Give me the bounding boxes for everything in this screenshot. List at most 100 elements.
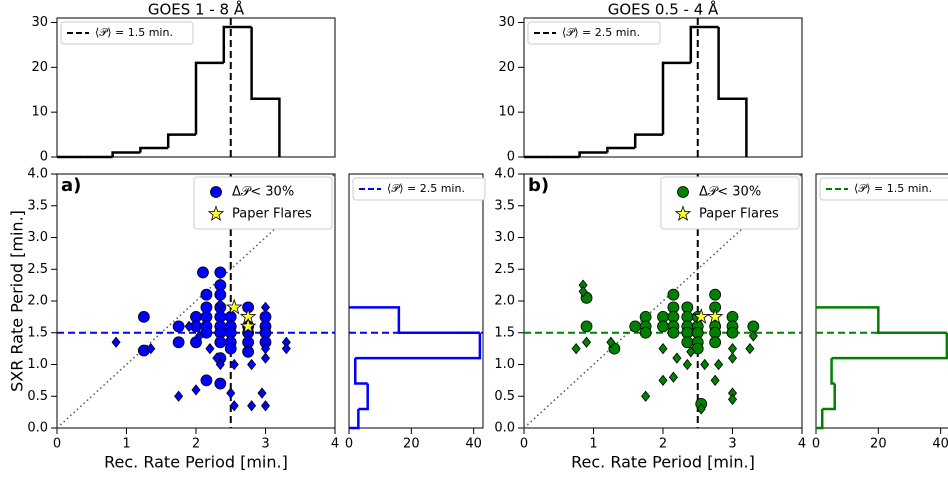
point bbox=[578, 285, 588, 298]
point bbox=[710, 374, 720, 387]
point bbox=[200, 288, 213, 301]
x-tick-label: 3 bbox=[261, 437, 269, 452]
legend-label: ⟨𝒫⟩ = 2.5 min. bbox=[562, 26, 640, 39]
point bbox=[667, 326, 680, 339]
y-tick-label: 20 bbox=[31, 60, 48, 75]
point bbox=[172, 336, 185, 349]
panel-label: b) bbox=[528, 175, 549, 196]
point bbox=[137, 344, 150, 357]
y-tick-label: 30 bbox=[498, 15, 515, 30]
point bbox=[727, 352, 738, 364]
y-tick-label: 30 bbox=[31, 15, 48, 30]
hist-step bbox=[578, 151, 608, 157]
point bbox=[726, 326, 739, 339]
legend-marker bbox=[674, 205, 692, 222]
point bbox=[191, 384, 201, 396]
point bbox=[260, 352, 271, 364]
point bbox=[709, 336, 722, 349]
point bbox=[658, 374, 668, 387]
point bbox=[706, 308, 724, 324]
point bbox=[606, 336, 616, 348]
y-tick-label: 4.0 bbox=[27, 167, 48, 182]
y-tick-label: 3.0 bbox=[27, 230, 48, 245]
axes-frame bbox=[56, 17, 336, 158]
y-tick-label: 2.0 bbox=[494, 294, 515, 309]
hist-step bbox=[139, 146, 169, 153]
y-tick-label: 1.5 bbox=[27, 325, 48, 340]
hist-step bbox=[633, 133, 663, 149]
axes-frame bbox=[348, 173, 484, 429]
point bbox=[224, 342, 237, 355]
legend-box bbox=[193, 176, 333, 230]
x-tick-label: 40 bbox=[465, 437, 482, 452]
y-tick-label: 2.0 bbox=[27, 294, 48, 309]
legend-label: Paper Flares bbox=[232, 207, 312, 222]
hist-step bbox=[353, 358, 368, 385]
point bbox=[229, 358, 239, 371]
point bbox=[696, 403, 706, 415]
title: GOES 1 - 8 Å bbox=[148, 0, 245, 19]
x-tick-label: 1 bbox=[122, 437, 130, 452]
point bbox=[281, 342, 291, 355]
legend-label: ⟨𝒫⟩ = 1.5 min. bbox=[95, 26, 173, 39]
hist-step bbox=[689, 25, 719, 63]
point bbox=[214, 288, 227, 301]
hist-step bbox=[111, 151, 141, 157]
legend-label: ⟨𝒫⟩ = 1.5 min. bbox=[854, 182, 932, 195]
point bbox=[197, 266, 209, 279]
point bbox=[172, 320, 185, 333]
legend-marker bbox=[210, 186, 222, 198]
point bbox=[260, 400, 271, 412]
hist-step bbox=[816, 306, 947, 334]
x-tick-label: 3 bbox=[728, 437, 736, 452]
point bbox=[629, 320, 642, 333]
legend-marker bbox=[207, 205, 225, 222]
y-tick-label: 10 bbox=[498, 105, 515, 120]
point bbox=[184, 320, 194, 333]
point bbox=[257, 387, 267, 399]
point bbox=[668, 371, 678, 383]
point bbox=[194, 330, 204, 342]
hist-step bbox=[661, 61, 691, 135]
point bbox=[146, 342, 156, 355]
hist-step bbox=[816, 408, 824, 430]
point bbox=[229, 400, 239, 412]
x-tick-label: 40 bbox=[932, 437, 948, 452]
hist-step bbox=[194, 61, 224, 135]
legend-label: Δ𝒫< 30% bbox=[699, 185, 761, 200]
legend-box bbox=[60, 21, 194, 45]
point bbox=[214, 336, 227, 349]
axes-frame bbox=[523, 17, 803, 158]
point bbox=[700, 358, 710, 371]
point bbox=[727, 393, 738, 406]
point bbox=[580, 320, 593, 333]
point bbox=[686, 346, 696, 358]
hist-step bbox=[166, 133, 196, 149]
legend-marker bbox=[677, 186, 689, 198]
y-tick-label: 0.5 bbox=[494, 389, 515, 404]
point bbox=[214, 377, 227, 390]
x-tick-label: 2 bbox=[659, 437, 667, 452]
hist-step bbox=[822, 383, 836, 411]
hist-step bbox=[717, 26, 748, 157]
x-tick-label: 1 bbox=[589, 437, 597, 452]
x-axis-label: Rec. Rate Period [min.] bbox=[104, 453, 288, 472]
hist-step bbox=[250, 26, 281, 157]
point bbox=[727, 342, 738, 355]
legend-box bbox=[660, 176, 800, 230]
x-tick-label: 2 bbox=[192, 437, 200, 452]
legend-box bbox=[819, 177, 948, 201]
x-tick-label: 0 bbox=[53, 437, 61, 452]
x-tick-label: 0 bbox=[345, 437, 353, 452]
point bbox=[658, 342, 668, 355]
y-tick-label: 20 bbox=[498, 60, 515, 75]
point bbox=[747, 320, 760, 333]
x-tick-label: 20 bbox=[870, 437, 887, 452]
hist-step bbox=[355, 332, 482, 360]
x-tick-label: 0 bbox=[812, 437, 820, 452]
x-tick-label: 0 bbox=[520, 437, 528, 452]
point bbox=[260, 301, 271, 313]
y-tick-label: 0 bbox=[507, 150, 515, 165]
point bbox=[239, 317, 257, 334]
y-tick-label: 0.5 bbox=[27, 389, 48, 404]
